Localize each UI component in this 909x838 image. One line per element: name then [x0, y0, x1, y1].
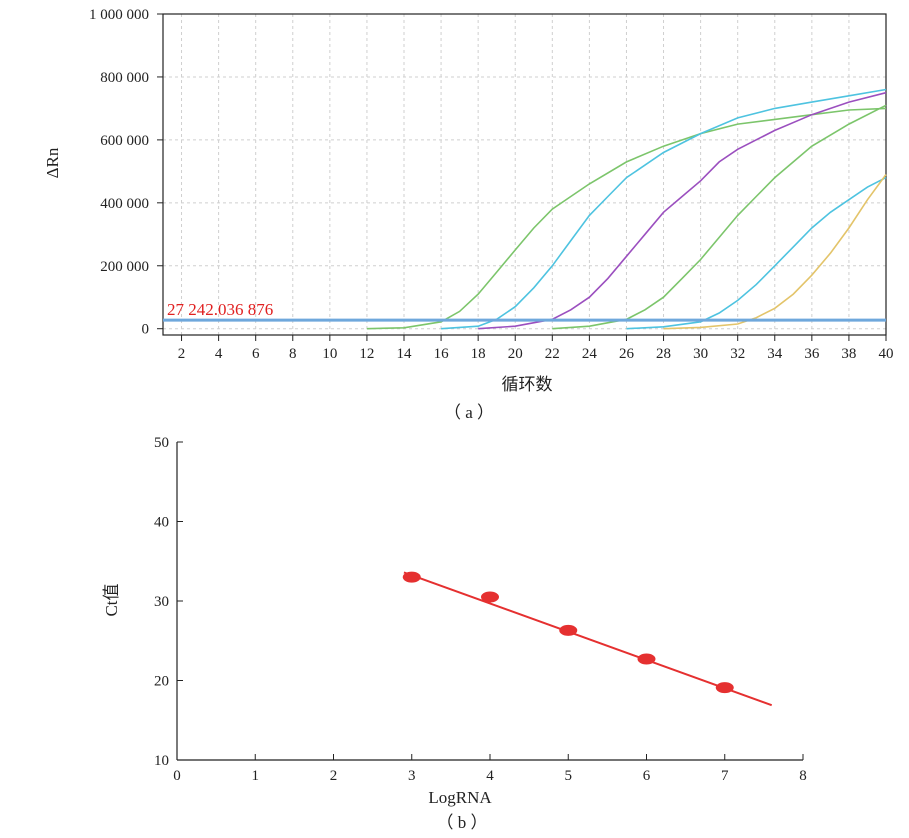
chart-a-x-tick-label: 34: [767, 346, 783, 362]
chart-a-x-tick-label: 14: [397, 346, 413, 362]
chart-a-x-tick-label: 20: [508, 346, 523, 362]
chart-a-y-tick-label: 600 000: [100, 133, 149, 149]
chart-a-y-tick-label: 800 000: [100, 70, 149, 86]
chart-a-x-tick-label: 26: [619, 346, 635, 362]
chart-a-x-tick-label: 2: [178, 346, 186, 362]
chart-a-ticks: 2 4 6 8 10 12 14 16 18 20 22 24 26 28 30 32 34 36 38 400200…: [89, 7, 894, 362]
chart-a-caption: （ a ）: [444, 403, 494, 422]
chart-b-y-tick-label: 30: [154, 594, 169, 610]
chart-a-series-line-3: [478, 91, 887, 330]
chart-b-x-tick-label: 6: [643, 768, 651, 784]
chart-b-points: [402, 571, 734, 694]
chart-a-x-tick-label: 22: [545, 346, 560, 362]
chart-b-fit-line-path: [403, 571, 773, 707]
chart-b-y-tick-label: 40: [154, 515, 169, 531]
chart-a-x-tick-label: 36: [804, 346, 820, 362]
chart-a-x-tick-label: 18: [471, 346, 486, 362]
chart-b-x-tick-label: 5: [565, 768, 573, 784]
chart-a-x-tick-label: 28: [656, 346, 671, 362]
chart-b-data-point: [715, 682, 734, 694]
chart-a-y-tick-label: 0: [142, 322, 150, 338]
chart-a-x-tick-label: 24: [582, 346, 598, 362]
chart-b-data-point: [637, 653, 656, 665]
chart-b-x-tick-label: 0: [173, 768, 181, 784]
chart-a-series-line-4: [552, 104, 887, 330]
chart-a-x-tick-label: 38: [841, 346, 856, 362]
chart-b-caption: （ b ）: [437, 813, 488, 832]
chart-a-x-tick-label: 30: [693, 346, 708, 362]
chart-b-x-tick-label: 4: [486, 768, 494, 784]
amplification-chart: 2 4 6 8 10 12 14 16 18 20 22 24 26 28 30 32 34 36 38 400200…: [43, 7, 894, 422]
chart-a-x-tick-label: 10: [322, 346, 337, 362]
chart-b-data-point: [559, 624, 578, 636]
chart-a-y-tick-label: 200 000: [100, 259, 149, 275]
chart-b-ticks: 0 1 2 3 4 5 6 7 8 10 20 30 40 50: [154, 435, 807, 784]
chart-a-x-tick-label: 4: [215, 346, 223, 362]
chart-a-x-tick-label: 8: [289, 346, 297, 362]
chart-a-y-tick-label: 400 000: [100, 196, 149, 212]
chart-b-x-axis-label: LogRNA: [428, 788, 492, 807]
chart-a-series: [366, 88, 887, 330]
chart-b-y-axis-label: Ct值: [102, 583, 121, 616]
chart-b-x-tick-label: 1: [252, 768, 260, 784]
chart-b-x-tick-label: 2: [330, 768, 338, 784]
chart-a-x-axis-label: 循环数: [502, 375, 553, 394]
chart-a-y-axis-label: ΔRn: [43, 147, 62, 178]
chart-a-x-tick-label: 16: [434, 346, 450, 362]
chart-a-x-tick-label: 32: [730, 346, 745, 362]
chart-b-data-point: [481, 591, 499, 603]
chart-a-threshold-label: 27 242.036 876: [167, 300, 273, 319]
chart-b-x-tick-label: 8: [799, 768, 807, 784]
chart-b-y-tick-label: 20: [154, 674, 169, 690]
chart-a-x-tick-label: 40: [879, 346, 894, 362]
chart-b-y-tick-label: 50: [154, 435, 169, 451]
chart-a-series-line-1: [366, 107, 887, 330]
chart-a-series-line-2: [441, 88, 887, 330]
chart-b-fit-line: [403, 571, 773, 707]
standard-curve-chart: 0 1 2 3 4 5 6 7 8 10 20 30 40 50 LogRNA Ct值 （ b ）: [102, 435, 807, 832]
chart-a-series-line-6: [663, 174, 887, 330]
chart-a-y-tick-label: 1 000 000: [89, 7, 149, 23]
chart-b-x-tick-label: 3: [408, 768, 416, 784]
chart-a-threshold: 27 242.036 876: [163, 300, 886, 322]
chart-a-x-tick-label: 12: [359, 346, 374, 362]
chart-a-series-line-5: [626, 176, 887, 330]
chart-b-y-tick-label: 10: [154, 753, 169, 769]
chart-b-data-point: [402, 571, 421, 583]
chart-b-x-tick-label: 7: [721, 768, 729, 784]
chart-a-x-tick-label: 6: [252, 346, 260, 362]
